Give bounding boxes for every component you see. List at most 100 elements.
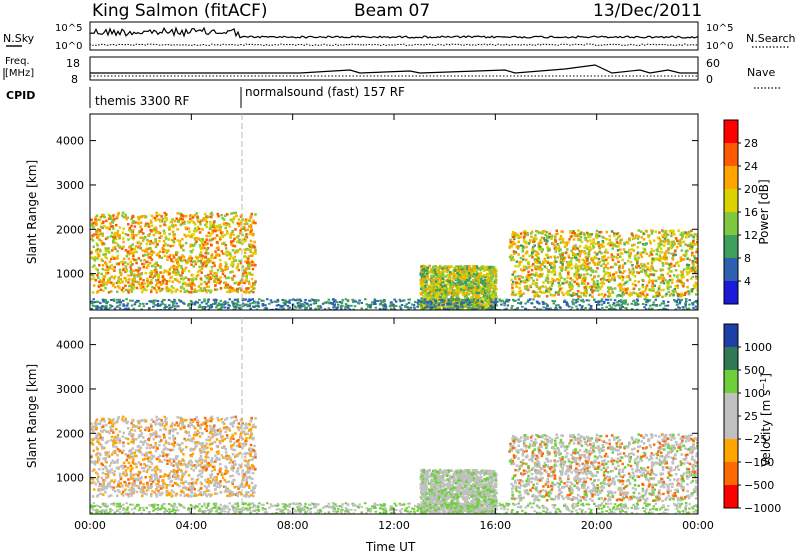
power-echo: [600, 264, 603, 267]
power-echo: [670, 252, 673, 255]
power-echo: [499, 300, 502, 303]
power-echo: [233, 237, 236, 241]
power-echo: [517, 281, 520, 285]
power-echo: [232, 262, 235, 265]
power-echo: [660, 243, 663, 246]
power-echo: [150, 214, 154, 217]
power-echo: [154, 226, 157, 229]
power-echo: [202, 217, 205, 220]
power-echo: [137, 217, 141, 221]
power-echo: [586, 262, 589, 266]
power-echo: [244, 291, 248, 294]
power-echo: [488, 300, 491, 304]
power-echo: [225, 254, 229, 257]
power-echo: [687, 243, 691, 247]
power-echo: [436, 283, 439, 287]
power-echo: [468, 306, 471, 309]
power-echo: [471, 292, 474, 295]
power-echo: [530, 253, 534, 257]
power-echo: [154, 304, 157, 307]
power-echo: [520, 232, 523, 235]
power-echo: [182, 255, 186, 259]
power-echo: [434, 273, 438, 276]
freq-label-1: Freq.: [5, 56, 30, 67]
power-echo: [650, 285, 654, 288]
power-echo: [577, 258, 580, 262]
power-echo: [546, 247, 549, 250]
power-echo: [523, 285, 527, 288]
power-echo: [210, 276, 214, 280]
power-echo: [558, 265, 562, 269]
power-echo: [606, 242, 610, 246]
power-echo: [693, 286, 696, 289]
power-echo: [116, 215, 119, 219]
power-echo: [238, 307, 241, 310]
power-echo: [134, 250, 137, 253]
power-echo: [473, 294, 476, 297]
power-echo: [471, 307, 475, 310]
power-echo: [473, 275, 476, 279]
power-echo: [153, 230, 157, 233]
power-echo: [630, 248, 634, 251]
power-echo: [97, 276, 100, 280]
power-echo: [455, 268, 458, 271]
power-echo: [490, 298, 493, 301]
power-echo: [595, 253, 599, 256]
power-echo: [194, 300, 198, 303]
power-echo: [663, 237, 667, 241]
power-echo: [173, 233, 177, 236]
power-echo: [95, 242, 99, 245]
power-echo: [593, 281, 596, 284]
power-echo: [579, 232, 582, 235]
power-echo: [100, 213, 104, 217]
power-echo: [555, 308, 558, 310]
power-echo: [475, 290, 479, 293]
power-echo: [155, 291, 158, 294]
power-echo: [546, 236, 549, 239]
power-echo: [213, 279, 216, 283]
power-echo: [298, 305, 302, 308]
power-echo: [693, 284, 697, 288]
power-echo: [121, 231, 125, 234]
power-echo: [242, 290, 246, 293]
power-echo: [226, 232, 229, 235]
power-echo: [98, 238, 101, 242]
power-echo: [109, 222, 112, 225]
power-echo: [616, 249, 620, 252]
power-echo: [561, 237, 565, 241]
power-echo: [95, 233, 98, 236]
power-echo: [581, 258, 584, 262]
power-echo: [481, 267, 485, 271]
power-echo: [531, 256, 534, 259]
power-echo: [489, 272, 493, 275]
power-echo: [687, 292, 691, 296]
power-echo: [452, 281, 455, 285]
power-echo: [569, 230, 572, 233]
power-echo: [243, 240, 246, 243]
power-echo: [114, 247, 117, 251]
power-echo: [664, 294, 667, 297]
power-echo: [327, 298, 331, 301]
power-echo: [219, 287, 223, 290]
power-echo: [637, 256, 640, 260]
power-echo: [456, 286, 460, 289]
power-echo: [132, 254, 135, 257]
power-echo: [193, 284, 196, 287]
power-echo: [117, 262, 120, 265]
power-echo: [583, 282, 586, 285]
power-echo: [438, 299, 441, 302]
power-echo: [251, 284, 255, 287]
power-echo: [483, 289, 486, 292]
power-echo: [545, 242, 548, 245]
power-echo: [632, 287, 636, 291]
power-echo: [546, 261, 550, 264]
power-echo: [190, 286, 193, 289]
power-echo: [644, 285, 648, 289]
power-echo: [244, 255, 248, 259]
power-echo: [252, 282, 255, 285]
power-echo: [695, 283, 698, 287]
power-echo: [530, 276, 533, 280]
power-echo: [639, 291, 642, 295]
power-echo: [587, 252, 590, 256]
power-echo: [656, 290, 660, 293]
